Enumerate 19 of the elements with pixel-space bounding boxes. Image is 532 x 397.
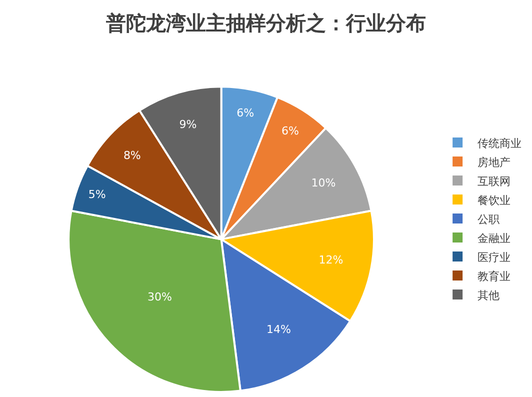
legend-label: 医疗业	[478, 250, 511, 264]
legend-label: 其他	[478, 288, 500, 302]
data-label: 5%	[88, 188, 106, 202]
data-label: 9%	[179, 118, 197, 132]
data-label: 30%	[148, 290, 172, 304]
legend-label: 互联网	[478, 174, 511, 188]
data-label: 6%	[236, 106, 254, 120]
data-label: 8%	[123, 149, 141, 162]
chart-title: 普陀龙湾业主抽样分析之：行业分布	[105, 10, 426, 35]
data-label: 14%	[266, 323, 291, 336]
legend-label: 教育业	[478, 270, 511, 283]
data-label: 12%	[318, 254, 344, 267]
legend-label: 餐饮业	[478, 194, 511, 207]
legend-label: 房地产	[478, 156, 511, 169]
legend-label: 公职	[478, 212, 500, 226]
legend-label: 金融业	[478, 232, 511, 245]
legend-label: 传统商业	[478, 136, 522, 150]
data-label: 10%	[311, 176, 336, 190]
data-label: 6%	[281, 124, 299, 138]
